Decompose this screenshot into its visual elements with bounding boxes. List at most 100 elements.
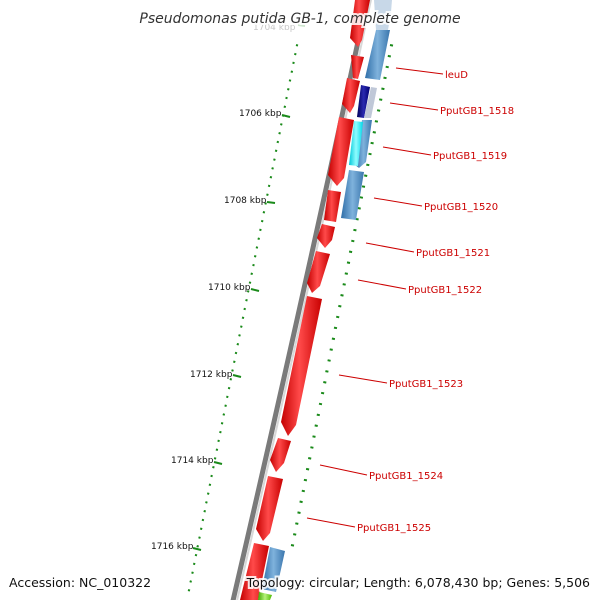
minor-tick xyxy=(212,465,215,469)
leader-line xyxy=(357,279,407,290)
minor-tick xyxy=(299,500,303,504)
leader-line xyxy=(338,374,388,384)
scale-tick-1710: 1710 kbp xyxy=(208,283,260,293)
minor-tick xyxy=(361,185,366,188)
gene-label-pputgb1-1522[interactable]: PputGB1_1522 xyxy=(408,285,482,296)
scale-tick-1706: 1706 kbp xyxy=(239,109,291,119)
minor-tick xyxy=(198,536,201,539)
minor-tick xyxy=(266,193,269,196)
minor-tick xyxy=(262,211,266,214)
minor-tick xyxy=(252,263,255,267)
genome-summary-text: Topology: circular; Length: 6,078,430 bp… xyxy=(246,575,590,590)
gene-label-pputgb1-1525[interactable]: PputGB1_1525 xyxy=(357,523,431,534)
minor-tick xyxy=(301,489,305,493)
gene-label-leud[interactable]: leuD xyxy=(445,70,468,81)
scale-tick-label: 1716 kbp xyxy=(151,542,194,552)
leader-line xyxy=(382,146,432,156)
gene-arrow xyxy=(342,78,360,113)
minor-tick xyxy=(383,76,387,80)
leader-line xyxy=(306,517,356,528)
scale-tick-1704: 1704 kbp xyxy=(253,23,306,33)
tick-dot-track xyxy=(187,44,394,592)
gene-label-pputgb1-1523[interactable]: PputGB1_1523 xyxy=(389,379,463,390)
minor-tick xyxy=(213,457,217,460)
scale-tick-mark xyxy=(266,201,276,204)
minor-tick xyxy=(366,163,370,167)
minor-tick xyxy=(308,457,312,460)
backbone-ring-highlight xyxy=(236,0,372,600)
scale-tick-1708: 1708 kbp xyxy=(224,196,276,206)
scale-tick-mark xyxy=(281,114,291,118)
minor-tick xyxy=(220,422,224,425)
scale-tick-mark xyxy=(297,24,306,27)
minor-tick xyxy=(206,492,210,495)
minor-tick xyxy=(267,184,271,188)
minor-tick xyxy=(314,424,318,427)
minor-tick xyxy=(290,544,295,547)
gene-label-pputgb1-1518[interactable]: PputGB1_1518 xyxy=(440,106,514,117)
minor-tick xyxy=(257,237,260,240)
scale-tick-label: 1706 kbp xyxy=(239,109,282,119)
minor-tick xyxy=(295,44,299,47)
minor-tick xyxy=(381,87,385,91)
minor-tick xyxy=(255,246,259,249)
forward-strand-genes xyxy=(240,0,370,600)
gene-arrow xyxy=(374,0,392,30)
minor-tick xyxy=(231,369,234,372)
minor-tick xyxy=(219,430,222,434)
minor-tick xyxy=(246,290,250,293)
minor-tick xyxy=(215,448,219,451)
gene-arrow xyxy=(351,55,364,79)
minor-tick xyxy=(196,545,199,548)
minor-tick xyxy=(260,219,264,223)
leader-line xyxy=(389,102,439,111)
minor-tick xyxy=(278,131,281,135)
minor-tick xyxy=(224,404,227,407)
gene-label-pputgb1-1524[interactable]: PputGB1_1524 xyxy=(369,471,443,482)
minor-tick xyxy=(280,123,283,126)
minor-tick xyxy=(288,79,292,82)
gene-arrow xyxy=(349,121,363,166)
gene-label-pputgb1-1519[interactable]: PputGB1_1519 xyxy=(433,151,507,162)
minor-tick xyxy=(294,52,297,56)
minor-tick xyxy=(389,44,394,47)
minor-tick xyxy=(226,395,229,399)
minor-tick xyxy=(229,378,233,381)
minor-tick xyxy=(379,98,383,101)
minor-tick xyxy=(285,96,288,100)
minor-tick xyxy=(203,509,206,513)
minor-tick xyxy=(283,105,287,109)
gene-label-pputgb1-1520[interactable]: PputGB1_1520 xyxy=(424,202,498,213)
minor-tick xyxy=(351,239,355,243)
minor-tick xyxy=(342,283,346,286)
scale-tick-label: 1710 kbp xyxy=(208,283,251,293)
gene-arrow xyxy=(350,0,370,47)
gene-label-pputgb1-1521[interactable]: PputGB1_1521 xyxy=(416,248,490,259)
minor-tick xyxy=(329,348,333,351)
scale-tick-mark xyxy=(192,547,202,551)
scale-tick-mark xyxy=(250,288,260,292)
minor-tick xyxy=(205,501,208,504)
minor-tick xyxy=(271,167,274,170)
scale-tick-label: 1704 kbp xyxy=(253,23,296,33)
minor-tick xyxy=(295,522,299,525)
minor-tick xyxy=(243,307,246,311)
minor-tick xyxy=(293,533,297,536)
minor-tick xyxy=(323,381,327,384)
minor-tick xyxy=(344,272,348,275)
minor-tick xyxy=(194,553,198,557)
gene-arrow xyxy=(281,296,322,436)
minor-tick xyxy=(201,518,205,522)
minor-tick xyxy=(346,261,351,264)
minor-tick xyxy=(238,334,241,337)
leader-lines xyxy=(306,67,444,528)
minor-tick xyxy=(192,562,196,566)
minor-tick xyxy=(222,413,226,416)
minor-tick xyxy=(340,294,344,297)
leader-line xyxy=(365,242,415,253)
minor-tick xyxy=(374,120,379,123)
minor-tick xyxy=(303,478,308,482)
minor-tick xyxy=(338,304,342,308)
minor-tick xyxy=(325,370,329,373)
